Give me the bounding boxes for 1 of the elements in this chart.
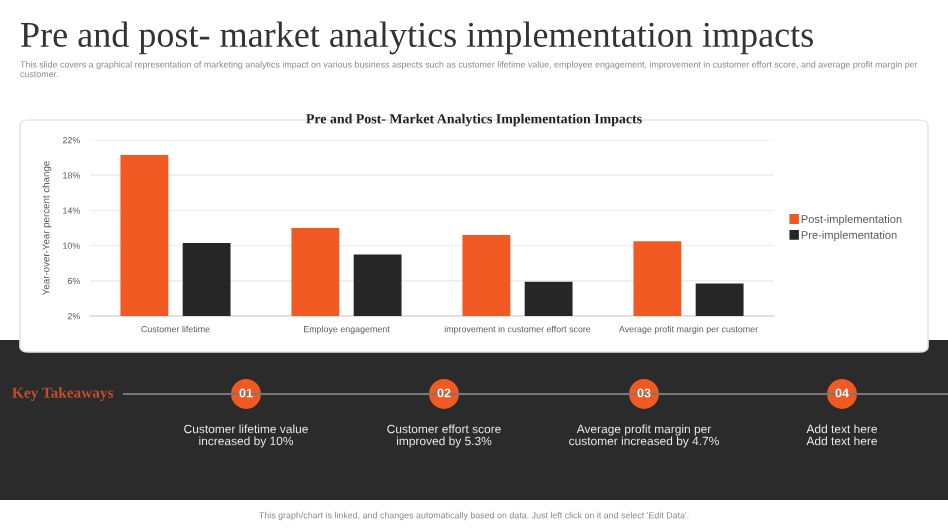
- chart-title: Pre and post- market analytics implementation impacts: [21, 21, 813, 55]
